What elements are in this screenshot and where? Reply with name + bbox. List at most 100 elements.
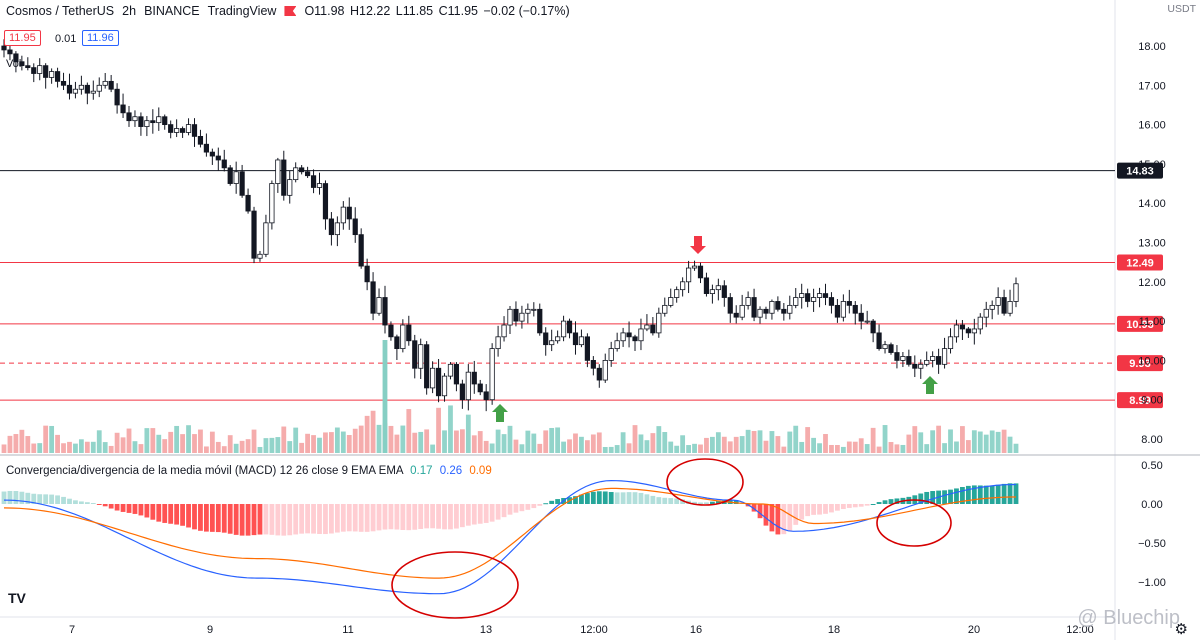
bid-box[interactable]: 11.95 — [4, 30, 41, 46]
macd-hist-bar — [174, 504, 180, 525]
exchange: BINANCE — [144, 4, 200, 18]
macd-hist-bar — [459, 504, 465, 528]
macd-hist-bar — [870, 503, 876, 505]
time-tick-label: 12:00 — [580, 624, 608, 636]
candle-body — [846, 301, 852, 306]
volume-bar — [626, 443, 632, 453]
macd-hist-bar — [596, 491, 602, 504]
candle-body — [54, 71, 61, 82]
candle-body — [66, 84, 73, 94]
candle-body — [394, 336, 400, 350]
macd-hist-bar — [78, 501, 84, 504]
gear-icon[interactable]: ⚙ — [1174, 621, 1188, 638]
volume-bar — [436, 407, 441, 453]
volume-bar — [19, 429, 25, 453]
volume-bar — [412, 432, 418, 453]
candle-body — [215, 155, 221, 161]
volume-bar — [275, 437, 281, 453]
candle-body — [715, 285, 721, 291]
annotations[interactable] — [391, 236, 952, 619]
macd-hist-bar — [948, 489, 953, 504]
horizontal-lines[interactable]: 14.83 12.49 10.93 9.93 8.99 — [0, 162, 1163, 409]
volume-bar — [263, 438, 269, 453]
flag-icon[interactable] — [284, 6, 297, 16]
candle-body — [304, 171, 311, 177]
currency-label[interactable]: USDT — [1167, 3, 1196, 15]
volume-bar — [906, 434, 912, 453]
macd-hist-bar — [150, 504, 156, 520]
macd-hist-bar — [656, 497, 662, 504]
candle-body — [822, 293, 829, 298]
macd-hist-bar — [918, 493, 924, 504]
level-label: 9.93 — [1129, 358, 1150, 370]
macd-hist-bar — [67, 498, 72, 504]
macd-hist-bar — [882, 500, 888, 504]
volume-bar — [608, 446, 614, 453]
candle-body — [793, 297, 799, 306]
hand-drawn-circle — [391, 551, 519, 619]
macd-hist-bar — [144, 504, 150, 518]
macd-hist-bar — [245, 504, 251, 536]
macd-hist-bar — [73, 500, 78, 504]
volume-bar — [245, 439, 251, 453]
symbol-name[interactable]: Cosmos / TetherUS — [6, 4, 115, 18]
macd-title[interactable]: Convergencia/divergencia de la media móv… — [6, 465, 277, 477]
candle-body — [584, 336, 590, 361]
macd-hist-bar — [400, 504, 406, 530]
time-tick-label: 20 — [968, 624, 980, 636]
volume-bar — [370, 410, 376, 453]
volume-bar — [680, 435, 686, 453]
volume-bar — [549, 427, 555, 453]
macd-hist-bar — [817, 504, 822, 515]
macd-hist-bar — [311, 504, 316, 534]
candle-body — [60, 80, 67, 86]
level-label: 12.49 — [1126, 258, 1154, 270]
volume-bar — [43, 425, 49, 453]
level-badge — [1117, 162, 1163, 179]
volume-bar — [293, 427, 299, 453]
volume-bar — [537, 443, 543, 453]
volume-bar — [483, 440, 489, 453]
candle-body — [281, 159, 287, 196]
tradingview-logo[interactable]: TV — [8, 590, 26, 606]
macd-hist-bar — [805, 504, 811, 517]
volume-bar — [192, 434, 197, 453]
candle-body — [43, 65, 49, 78]
volume-bar — [531, 433, 537, 453]
candle-body — [566, 320, 573, 334]
volume-bar — [221, 446, 227, 453]
volume-bar — [817, 443, 822, 453]
volume-bar — [745, 429, 751, 453]
volume-bar — [567, 439, 572, 453]
candle-body — [191, 124, 198, 137]
macd-hist-bar — [364, 504, 370, 532]
candle-body — [293, 167, 299, 181]
candle-body — [525, 308, 531, 314]
volume-bar — [977, 431, 983, 453]
volume-bar — [870, 427, 876, 453]
macd-hist-bar — [983, 485, 989, 504]
volume-bar — [733, 436, 739, 453]
volume-bar — [674, 445, 680, 453]
candle-body — [834, 304, 841, 318]
candle-body — [400, 324, 406, 350]
candle-body — [84, 84, 90, 94]
macd-hist-bar — [186, 504, 191, 528]
macd-hist-bar — [227, 504, 233, 534]
macd-hist-bar — [525, 504, 531, 510]
volume-bar — [126, 428, 132, 453]
candle-body — [632, 336, 638, 342]
candle-body — [406, 324, 412, 342]
candle-body — [328, 218, 335, 236]
macd-hist-bar — [132, 504, 138, 514]
macd-hist-bar — [531, 504, 537, 509]
interval[interactable]: 2h — [122, 4, 137, 18]
ask-box[interactable]: 11.96 — [82, 30, 119, 46]
macd-hist-bar — [924, 491, 930, 504]
macd-hist-bar — [602, 491, 608, 504]
candle-body — [185, 124, 192, 133]
level-badge — [1117, 355, 1163, 372]
macd-hist-bar — [198, 504, 203, 531]
macd-hist-bar — [495, 504, 501, 520]
